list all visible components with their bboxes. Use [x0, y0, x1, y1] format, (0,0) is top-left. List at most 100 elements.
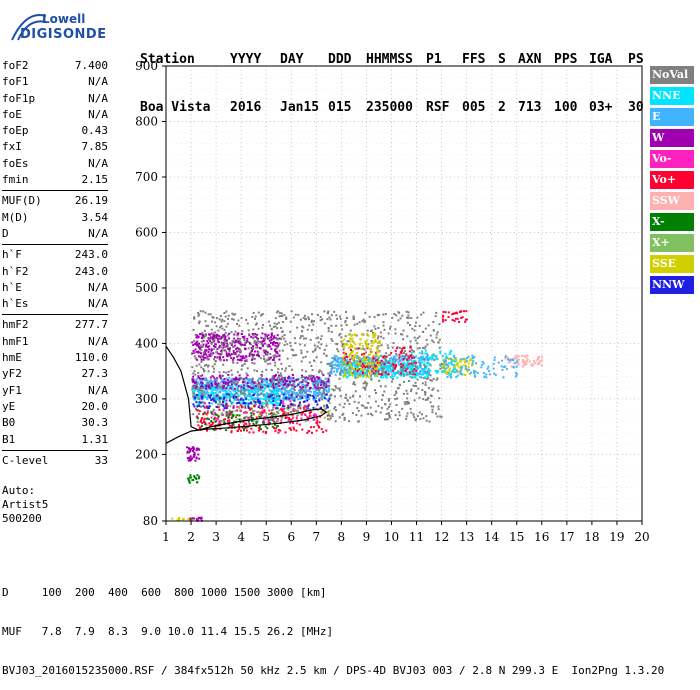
data-point-e: [287, 396, 290, 399]
data-point-vo-: [451, 313, 454, 316]
data-point-noval: [200, 405, 202, 408]
data-point-w: [264, 349, 267, 352]
data-point-nne: [193, 398, 195, 401]
data-point-e: [443, 360, 446, 363]
data-point-vo-: [399, 351, 402, 354]
data-point-noval: [366, 382, 369, 385]
data-point-w: [227, 379, 229, 382]
data-point-nne: [405, 366, 408, 369]
data-point-noval: [313, 359, 316, 362]
data-point-w: [223, 333, 226, 336]
data-point-noval: [425, 419, 428, 422]
data-point-noval: [414, 339, 417, 342]
data-point-noval: [230, 369, 233, 372]
data-point-noval: [406, 321, 409, 324]
data-point-noval: [341, 413, 344, 416]
data-point-noval: [300, 349, 303, 352]
data-point-e: [224, 389, 227, 392]
data-point-noval: [405, 415, 408, 418]
data-point-sse: [365, 345, 368, 347]
data-point-noval: [250, 352, 253, 354]
data-point-vo-: [292, 426, 295, 429]
data-point-w: [198, 457, 201, 460]
data-point-noval: [233, 394, 236, 397]
data-point-noval: [385, 359, 388, 362]
data-point-noval: [194, 333, 197, 336]
data-point-vo-: [375, 351, 377, 354]
data-point-vo-: [312, 414, 315, 417]
data-point-noval: [400, 333, 402, 336]
data-point-noval: [280, 327, 283, 329]
data-point-nnw: [325, 393, 328, 396]
data-point-sse: [366, 358, 368, 361]
data-point-noval: [416, 347, 419, 350]
data-point-noval: [257, 351, 260, 354]
data-point-noval: [197, 314, 200, 317]
parameter-label: M(D): [2, 210, 29, 224]
data-point-vo-: [345, 355, 348, 358]
data-point-nne: [272, 391, 275, 394]
data-point-nne: [263, 387, 266, 390]
data-point-e: [229, 390, 232, 393]
data-point-noval: [239, 348, 242, 351]
data-point-noval: [386, 418, 389, 421]
data-point-noval: [302, 316, 305, 319]
data-point-vo-: [257, 426, 260, 429]
data-point-noval: [412, 384, 415, 387]
data-point-nne: [374, 374, 377, 377]
data-point-vo-: [315, 429, 318, 432]
data-point-noval: [424, 345, 427, 348]
data-point-w: [291, 374, 294, 376]
data-point-noval: [193, 317, 196, 320]
data-point-w: [280, 387, 283, 390]
data-point-nnw: [278, 395, 281, 398]
data-point-w: [212, 334, 215, 336]
data-point-w: [292, 380, 295, 383]
data-point-noval: [344, 368, 347, 371]
data-point-nne: [239, 384, 242, 387]
data-point-noval: [277, 412, 280, 415]
data-point-nne: [252, 397, 255, 400]
data-point-ssw: [516, 355, 519, 358]
data-point-noval: [414, 381, 417, 384]
data-point-vo-: [369, 365, 372, 368]
data-point-e: [231, 388, 234, 391]
data-point-e: [244, 396, 247, 399]
data-point-w: [276, 342, 279, 345]
data-point-noval: [410, 411, 413, 414]
data-point-noval: [430, 394, 432, 397]
data-point-e: [282, 398, 285, 401]
data-point-w: [241, 343, 244, 346]
data-point-sse: [349, 343, 352, 346]
data-point-w: [192, 454, 195, 456]
data-point-nne: [275, 392, 278, 395]
data-point-w: [197, 336, 200, 339]
data-point-nnw: [327, 399, 330, 402]
data-point-e: [325, 388, 328, 391]
data-point-noval: [236, 334, 239, 337]
data-point-e: [293, 396, 296, 399]
header-value-ps: 30: [628, 100, 644, 115]
data-point-w: [192, 455, 195, 458]
header-value-yyyy: 2016: [230, 100, 262, 115]
data-point-e: [246, 386, 249, 389]
data-point-e: [408, 373, 411, 376]
data-point-e: [211, 380, 214, 383]
legend-item-sse: SSE: [650, 255, 694, 273]
data-point-noval: [299, 391, 302, 394]
data-point-w: [276, 345, 279, 348]
data-point-noval: [271, 385, 273, 388]
data-point-w: [209, 339, 211, 342]
data-point-e: [304, 397, 307, 400]
data-point-e: [204, 396, 207, 398]
data-point-vo-: [401, 349, 403, 352]
data-point-nne: [263, 402, 266, 405]
data-point-noval: [345, 311, 347, 313]
data-point-e: [304, 378, 306, 380]
data-point-nnw: [293, 399, 296, 402]
data-point-noval: [256, 342, 259, 345]
data-point-noval: [315, 356, 318, 359]
data-point-noval: [416, 378, 419, 381]
data-point-w: [230, 344, 233, 347]
data-point-nne: [426, 373, 429, 376]
